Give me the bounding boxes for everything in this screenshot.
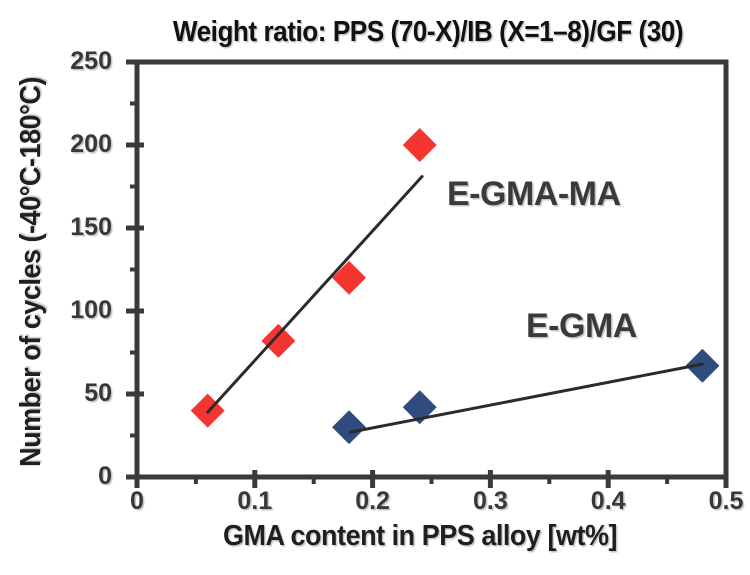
y-axis-label: Number of cycles (-40°C-180°C) (15, 77, 47, 467)
y-tick-label: 0 (98, 462, 112, 490)
y-tick-label: 50 (84, 379, 112, 407)
x-tick-label: 0.4 (590, 487, 626, 515)
series-label-e-gma: E-GMA (526, 307, 637, 345)
y-tick-label: 200 (70, 130, 112, 158)
data-point-marker-e-gma (332, 410, 367, 445)
trendline-e-gma (348, 362, 704, 434)
axis-box (134, 59, 729, 480)
x-tick-label: 0.2 (355, 487, 390, 515)
y-tick-label: 100 (70, 296, 112, 324)
data-point-marker-e-gma-ma (261, 323, 296, 358)
series-label-e-gma-ma: E-GMA-MA (447, 175, 621, 213)
x-tick-label: 0.5 (708, 487, 744, 515)
data-point-marker-e-gma-ma (332, 260, 367, 295)
trendline-e-gma-ma (206, 175, 424, 414)
x-tick-label: 0.3 (473, 487, 508, 515)
y-tick-label: 250 (70, 47, 112, 75)
data-point-marker-e-gma-ma (402, 128, 437, 162)
x-tick-label: 0.1 (237, 487, 273, 515)
x-axis-label: GMA content in PPS alloy [wt%] (222, 520, 618, 552)
chart-title: Weight ratio: PPS (70-X)/IB (X=1–8)/GF (… (172, 16, 684, 48)
y-tick-label: 150 (70, 213, 112, 241)
x-tick-label: 0 (130, 487, 144, 515)
